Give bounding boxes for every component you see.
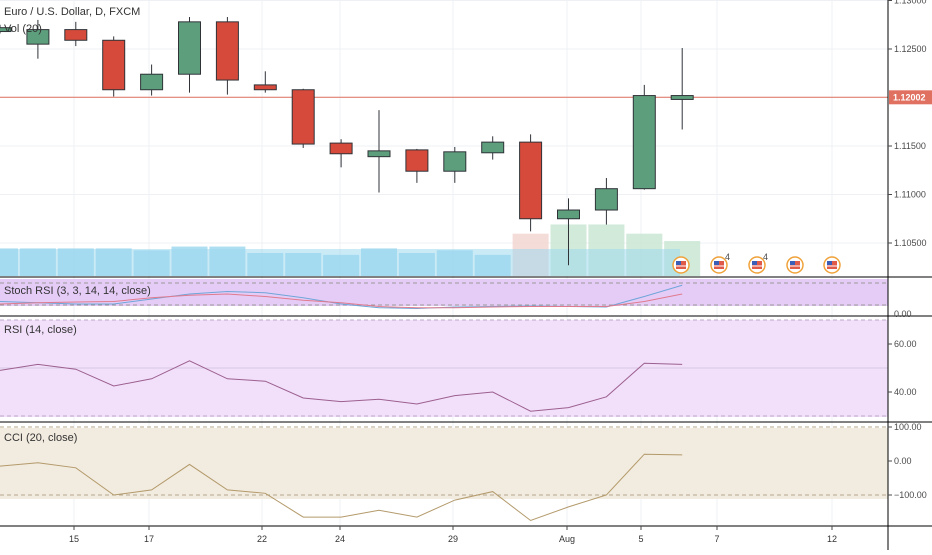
candle-body xyxy=(0,27,12,33)
date-tick-label: Aug xyxy=(559,534,575,544)
candle-body xyxy=(102,39,126,91)
candle-body xyxy=(215,21,239,81)
us-flag-icon xyxy=(752,261,757,265)
price-tick-label: 1.10500 xyxy=(894,238,927,248)
price-tick-label: 1.12500 xyxy=(894,44,927,54)
candle-body xyxy=(26,29,50,45)
stoch-rsi-label: Stoch RSI (3, 3, 14, 14, close) xyxy=(4,285,151,297)
volume-label: Vol (20) xyxy=(4,23,42,35)
price-tick-label: 1.11000 xyxy=(894,190,926,200)
cci-band xyxy=(0,428,888,499)
candle-body xyxy=(64,29,88,41)
rsi-tick-label: 40.00 xyxy=(894,387,917,397)
chart-title: Euro / U.S. Dollar, D, FXCM xyxy=(4,6,141,18)
current-price-label: 1.12002 xyxy=(893,92,926,102)
candle-body xyxy=(557,209,580,220)
cci-label: CCI (20, close) xyxy=(4,432,78,444)
date-tick-label: 5 xyxy=(638,534,643,544)
us-flag-icon xyxy=(790,261,795,265)
volume-band xyxy=(0,249,680,276)
cci-tick-label: −100.00 xyxy=(894,490,927,500)
cci-tick-label: 100.00 xyxy=(894,422,922,432)
candle-body xyxy=(519,141,543,220)
stoch-axis-label: 0.00 xyxy=(894,309,912,319)
price-tick-label: 1.13000 xyxy=(894,0,927,6)
date-tick-label: 15 xyxy=(69,534,79,544)
date-tick-label: 22 xyxy=(257,534,267,544)
date-tick-label: 12 xyxy=(827,534,837,544)
price-tick-label: 1.11500 xyxy=(894,141,926,151)
date-tick-label: 24 xyxy=(335,534,345,544)
us-flag-icon xyxy=(827,261,832,265)
candle-body xyxy=(443,151,467,172)
date-tick-label: 29 xyxy=(448,534,458,544)
candle-body xyxy=(253,84,277,91)
rsi-label: RSI (14, close) xyxy=(4,324,77,336)
current-price-badge xyxy=(889,90,932,105)
candle-body xyxy=(481,141,505,154)
candle-body xyxy=(329,142,353,155)
rsi-tick-label: 60.00 xyxy=(894,339,917,349)
candle-body xyxy=(670,95,694,100)
date-tick-label: 7 xyxy=(714,534,719,544)
candle-body xyxy=(178,21,201,75)
candle-body xyxy=(594,188,618,211)
stoch-rsi-line xyxy=(0,293,683,309)
candle-body xyxy=(405,149,429,172)
candle-body xyxy=(632,95,656,190)
event-count: 4 xyxy=(763,252,768,262)
date-tick-label: 17 xyxy=(144,534,154,544)
cci-tick-label: 0.00 xyxy=(894,456,912,466)
rsi-line xyxy=(0,360,683,412)
us-flag-icon xyxy=(714,261,719,265)
candle-body xyxy=(291,89,315,145)
cci-line xyxy=(0,453,683,522)
event-count: 4 xyxy=(725,252,730,262)
candle-body xyxy=(140,73,164,91)
us-flag-icon xyxy=(676,261,681,265)
candle-body xyxy=(367,150,391,158)
